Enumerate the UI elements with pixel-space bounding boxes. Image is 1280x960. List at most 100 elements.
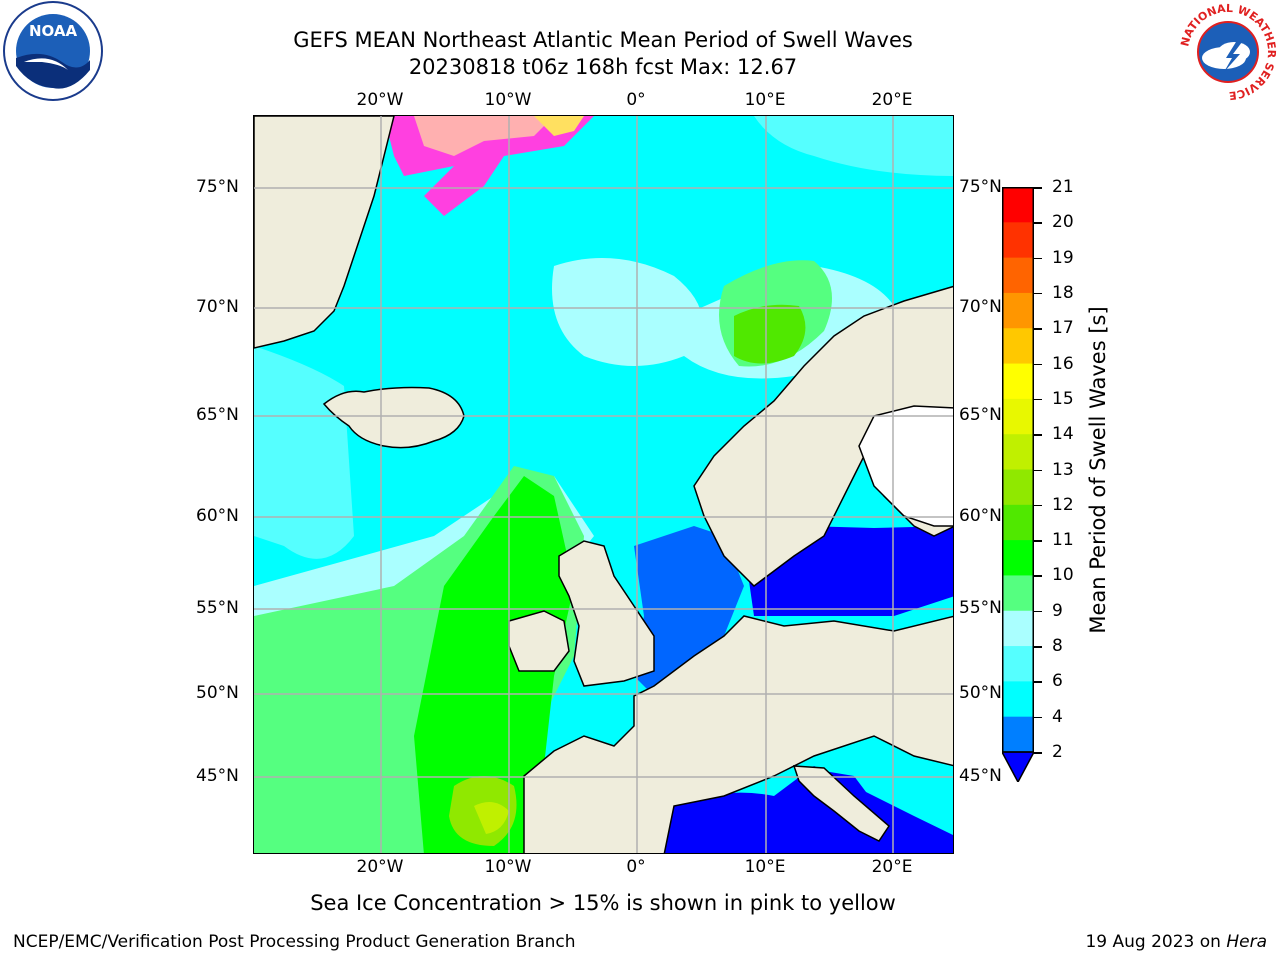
colorbar-tick-mark bbox=[1034, 434, 1042, 436]
colorbar-tick-mark bbox=[1034, 187, 1042, 189]
colorbar-tick-mark bbox=[1034, 610, 1042, 613]
colorbar-tick-mark bbox=[1034, 646, 1042, 648]
lon-label-bottom: 20°E bbox=[871, 857, 913, 877]
colorbar-tick-label: 11 bbox=[1052, 530, 1074, 551]
colorbar bbox=[1002, 187, 1034, 782]
ireland bbox=[508, 610, 570, 672]
colorbar-segment bbox=[1002, 646, 1034, 682]
swell-8-9-region bbox=[552, 258, 702, 366]
colorbar-tick-mark bbox=[1034, 681, 1042, 683]
lat-label-left: 75°N bbox=[196, 177, 239, 197]
lat-label-right: 60°N bbox=[959, 506, 1002, 526]
footer-credit: NCEP/EMC/Verification Post Processing Pr… bbox=[13, 932, 576, 952]
nws-logo: NATIONAL WEATHER SERVICE bbox=[1178, 2, 1278, 102]
colorbar-tick-label: 6 bbox=[1052, 671, 1063, 692]
sea-ice-region bbox=[414, 116, 554, 156]
colorbar-label: Mean Period of Swell Waves [s] bbox=[1086, 306, 1110, 634]
lat-label-right: 45°N bbox=[959, 766, 1002, 786]
colorbar-segment bbox=[1002, 504, 1034, 541]
swell-11-12-region bbox=[734, 304, 806, 364]
lat-label-left: 55°N bbox=[196, 598, 239, 618]
colorbar-tick-mark bbox=[1034, 469, 1042, 471]
colorbar-tick-label: 13 bbox=[1052, 459, 1074, 480]
colorbar-tick-mark bbox=[1034, 504, 1042, 507]
lon-label-bottom: 10°E bbox=[744, 857, 786, 877]
colorbar-segment bbox=[1002, 222, 1034, 259]
noaa-logo: NOAA bbox=[2, 0, 104, 102]
lon-label-bottom: 20°W bbox=[356, 857, 404, 877]
colorbar-segment bbox=[1002, 398, 1034, 435]
colorbar-tick-mark bbox=[1034, 257, 1042, 260]
swell-6-8-region bbox=[754, 116, 953, 176]
lat-label-left: 70°N bbox=[196, 297, 239, 317]
colorbar-tick-mark bbox=[1034, 292, 1042, 295]
lon-label-top: 0° bbox=[626, 90, 646, 110]
colorbar-tick-label: 14 bbox=[1052, 424, 1074, 445]
colorbar-tick-label: 20 bbox=[1052, 212, 1074, 233]
lat-label-left: 50°N bbox=[196, 683, 239, 703]
lon-label-top: 10°W bbox=[484, 90, 532, 110]
colorbar-segment bbox=[1002, 363, 1034, 400]
colorbar-tick-label: 15 bbox=[1052, 388, 1074, 409]
colorbar-segment bbox=[1002, 328, 1034, 365]
chart-subtitle: 20230818 t06z 168h fcst Max: 12.67 bbox=[408, 55, 798, 79]
colorbar-tick-label: 10 bbox=[1052, 565, 1074, 586]
colorbar-tick-label: 9 bbox=[1052, 600, 1063, 621]
colorbar-tick-mark bbox=[1034, 328, 1042, 330]
footer-host: Hera bbox=[1226, 932, 1267, 952]
colorbar-tick-mark bbox=[1034, 716, 1042, 719]
swell-13-14-region bbox=[474, 802, 509, 834]
colorbar-tick-label: 8 bbox=[1052, 636, 1063, 657]
italy bbox=[792, 765, 890, 842]
colorbar-tick-label: 12 bbox=[1052, 494, 1074, 515]
lat-label-left: 65°N bbox=[196, 405, 239, 425]
colorbar-tick-mark bbox=[1034, 398, 1042, 401]
sea-ice-region bbox=[534, 116, 584, 136]
chart-title: GEFS MEAN Northeast Atlantic Mean Period… bbox=[293, 28, 913, 52]
colorbar-tick-label: 18 bbox=[1052, 282, 1074, 303]
lat-label-left: 60°N bbox=[196, 506, 239, 526]
noaa-logo-text: NOAA bbox=[29, 22, 78, 40]
colorbar-tick-mark bbox=[1034, 222, 1042, 224]
lon-label-top: 20°W bbox=[356, 90, 404, 110]
colorbar-segment bbox=[1002, 540, 1034, 576]
colorbar-segment bbox=[1002, 257, 1034, 294]
footer-timestamp: 19 Aug 2023 on Hera bbox=[1085, 932, 1267, 952]
colorbar-tick-label: 19 bbox=[1052, 247, 1074, 268]
lat-label-right: 55°N bbox=[959, 598, 1002, 618]
map-panel bbox=[253, 115, 954, 854]
swell-6-8-region bbox=[254, 346, 354, 559]
colorbar-extend-min bbox=[1002, 751, 1034, 782]
colorbar-frame bbox=[1002, 187, 1034, 753]
colorbar-tick-label: 17 bbox=[1052, 318, 1074, 339]
map-canvas bbox=[254, 116, 953, 853]
colorbar-segment bbox=[1002, 716, 1034, 753]
graticule bbox=[254, 116, 953, 853]
lon-label-bottom: 0° bbox=[626, 857, 646, 877]
colorbar-segment bbox=[1002, 469, 1034, 506]
colorbar-tick-mark bbox=[1034, 575, 1042, 577]
colorbar-segment bbox=[1002, 575, 1034, 612]
lon-label-bottom: 10°W bbox=[484, 857, 532, 877]
swell-2-4-region bbox=[634, 526, 744, 696]
continental-europe bbox=[523, 615, 953, 853]
iceland bbox=[322, 386, 465, 449]
lat-label-right: 50°N bbox=[959, 683, 1002, 703]
colorbar-segment bbox=[1002, 434, 1034, 470]
colorbar-tick-mark bbox=[1034, 752, 1042, 754]
colorbar-segment bbox=[1002, 187, 1034, 223]
great-britain bbox=[558, 540, 655, 687]
lon-label-top: 20°E bbox=[871, 90, 913, 110]
lat-label-right: 75°N bbox=[959, 177, 1002, 197]
lat-label-right: 70°N bbox=[959, 297, 1002, 317]
colorbar-tick-mark bbox=[1034, 363, 1042, 366]
lat-label-right: 65°N bbox=[959, 405, 1002, 425]
colorbar-tick-label: 16 bbox=[1052, 353, 1074, 374]
bothnia-gap bbox=[858, 405, 953, 527]
land-masses bbox=[254, 116, 953, 853]
colorbar-segment bbox=[1002, 681, 1034, 718]
colorbar-tick-mark bbox=[1034, 540, 1042, 542]
sea-ice-note: Sea Ice Concentration > 15% is shown in … bbox=[310, 891, 896, 915]
swell-10-11-region bbox=[414, 476, 574, 853]
colorbar-tick-label: 2 bbox=[1052, 742, 1063, 762]
